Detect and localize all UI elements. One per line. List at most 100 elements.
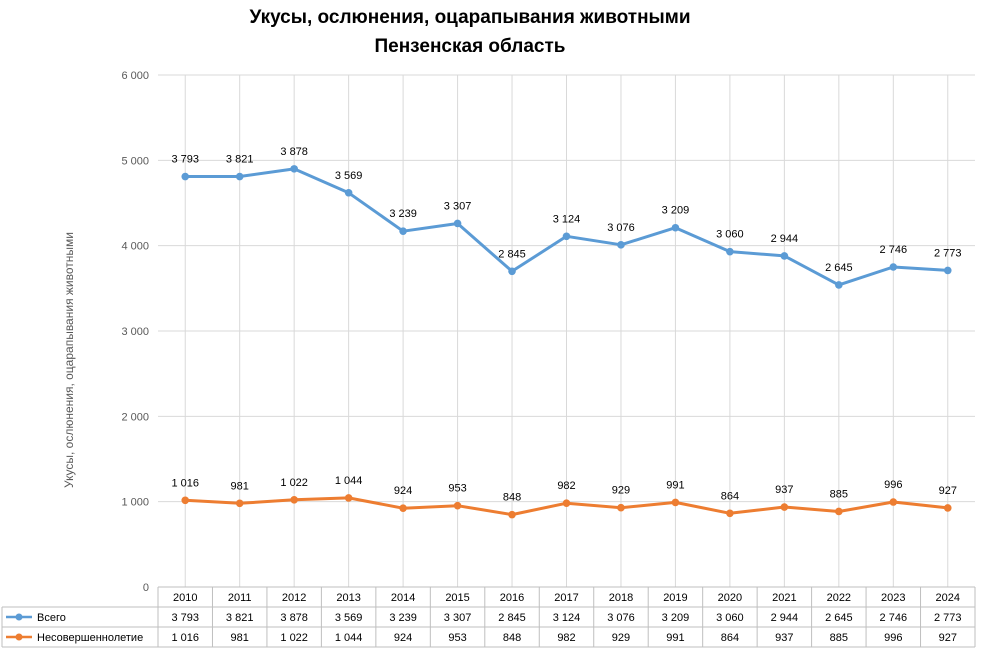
- y-tick-label: 5 000: [121, 155, 149, 167]
- x-tick-label: 2012: [282, 592, 306, 604]
- data-point: [671, 223, 680, 232]
- y-tick-label: 1 000: [121, 497, 149, 509]
- x-tick-label: 2014: [391, 592, 415, 604]
- legend-key-marker: [15, 633, 23, 641]
- data-point: [726, 509, 734, 518]
- table-cell: 885: [830, 632, 848, 644]
- data-label: 1 044: [335, 475, 363, 487]
- data-label: 982: [557, 480, 575, 492]
- table-cell: 996: [884, 632, 902, 644]
- x-tick-label: 2019: [663, 592, 687, 604]
- data-point: [835, 507, 843, 516]
- data-label: 929: [612, 485, 630, 497]
- data-label: 924: [394, 485, 412, 497]
- table-cell: 3 821: [226, 612, 254, 624]
- data-point: [235, 172, 244, 181]
- table-cell: 981: [231, 632, 249, 644]
- y-tick-label: 4 000: [121, 241, 149, 253]
- table-cell: 953: [448, 632, 466, 644]
- data-label: 2 845: [498, 248, 526, 260]
- data-label: 996: [884, 479, 902, 491]
- data-point: [453, 219, 462, 228]
- plot-area: 3 793 3 821 3 878 3 569 3 239 3 307 2 845 3 124…: [171, 146, 962, 519]
- data-label: 991: [666, 479, 684, 491]
- x-tick-label: 2022: [827, 592, 851, 604]
- table-cell: 924: [394, 632, 412, 644]
- y-tick-label: 6 000: [121, 70, 149, 82]
- table-cell: 937: [775, 632, 793, 644]
- data-point: [889, 263, 898, 271]
- x-tick-label: 2024: [936, 592, 960, 604]
- table-cell: 982: [557, 632, 575, 644]
- y-tick-label: 2 000: [121, 411, 149, 423]
- x-tick-label: 2018: [609, 592, 633, 604]
- table-cell: 3 307: [444, 612, 472, 624]
- table-cell: 3 239: [389, 612, 417, 624]
- table-cell: 927: [939, 632, 957, 644]
- data-label: 3 307: [444, 200, 472, 212]
- data-point: [943, 504, 952, 512]
- data-point: [508, 267, 516, 276]
- table-cell: 3 793: [171, 612, 199, 624]
- table-cell: 2 746: [880, 612, 908, 624]
- x-tick-label: 2020: [718, 592, 742, 604]
- data-label: 3 239: [389, 208, 417, 220]
- table-cell: 3 209: [662, 612, 690, 624]
- data-point: [290, 495, 298, 504]
- data-label: 3 209: [662, 205, 690, 217]
- data-label: 1 022: [280, 477, 308, 489]
- x-tick-label: 2021: [772, 592, 796, 604]
- table-cell: 3 076: [607, 612, 635, 624]
- table-cell: 1 044: [335, 632, 363, 644]
- x-tick-label: 2013: [336, 592, 360, 604]
- table-cell: 864: [721, 632, 739, 644]
- data-label: 953: [448, 483, 466, 495]
- data-point: [671, 498, 680, 507]
- data-label: 2 773: [934, 247, 962, 259]
- table-cell: 1 016: [171, 632, 199, 644]
- chart-title: Укусы, ослюнения, оцарапывания животными: [249, 7, 690, 28]
- data-point: [235, 499, 244, 508]
- data-label: 3 878: [280, 146, 308, 158]
- data-point: [835, 281, 843, 289]
- data-label: 3 569: [335, 170, 363, 182]
- table-cell: 1 022: [280, 632, 308, 644]
- data-label: 3 821: [226, 154, 254, 166]
- legend-key-marker: [15, 613, 23, 621]
- data-point: [399, 504, 407, 512]
- table-cell: 929: [612, 632, 630, 644]
- y-axis-ticks: 0 1 000 2 000 3 000 4 000 5 000 6 000: [121, 70, 149, 594]
- data-label: 885: [830, 488, 848, 500]
- data-label: 927: [939, 485, 957, 497]
- legend-label: Несовершеннолетие: [37, 632, 143, 644]
- table-cell: 3 060: [716, 612, 744, 624]
- y-tick-label: 3 000: [121, 326, 149, 338]
- x-tick-label: 2023: [881, 592, 905, 604]
- data-point: [453, 501, 462, 510]
- data-point: [344, 188, 353, 197]
- data-point: [726, 247, 734, 256]
- table-cell: 2 773: [934, 612, 962, 624]
- data-point: [889, 498, 898, 506]
- y-axis-label: Укусы, ослюнения, оцарапывания животными: [62, 232, 76, 488]
- data-label: 981: [231, 480, 249, 492]
- data-table: 2010 2011 2012 2013 2014 2015 2016 2017 2018 2019…: [1, 586, 976, 648]
- x-tick-label: 2015: [445, 592, 469, 604]
- data-label: 3 060: [716, 229, 744, 241]
- table-cell: 2 944: [771, 612, 799, 624]
- data-label: 3 793: [171, 154, 199, 166]
- x-tick-label: 2010: [173, 592, 197, 604]
- table-cell: 3 569: [335, 612, 363, 624]
- data-point: [181, 496, 190, 505]
- legend-label: Всего: [37, 612, 66, 624]
- data-point: [617, 241, 625, 249]
- table-cell: 3 124: [553, 612, 581, 624]
- data-label: 2 944: [771, 233, 799, 245]
- data-point: [290, 165, 298, 173]
- table-cell: 991: [666, 632, 684, 644]
- data-point: [617, 503, 625, 512]
- data-label: 3 076: [607, 222, 635, 234]
- x-tick-label: 2011: [228, 592, 252, 604]
- data-label: 2 746: [880, 244, 908, 256]
